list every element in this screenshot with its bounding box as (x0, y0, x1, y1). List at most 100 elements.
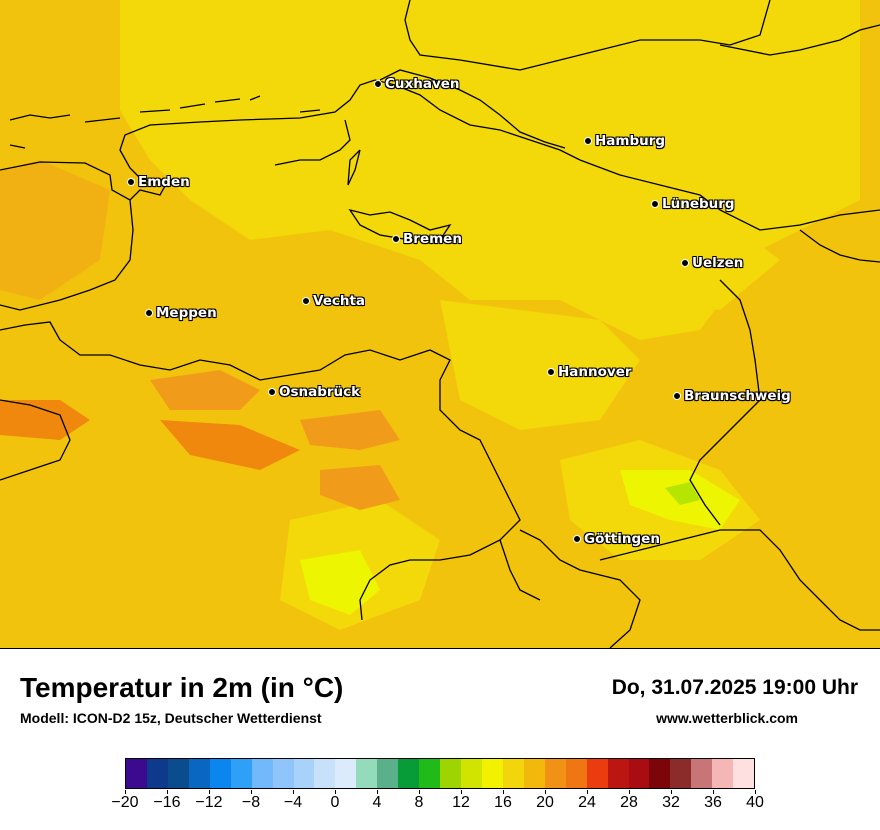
colorbar-swatch (377, 759, 399, 788)
colorbar-tick-label: −20 (111, 794, 139, 811)
city-dot-icon (681, 259, 689, 267)
city-dot-icon (573, 535, 581, 543)
colorbar-tick-label: 12 (452, 794, 470, 811)
city-marker-cuxhaven: Cuxhaven (374, 76, 460, 92)
city-marker-osnabrueck: Osnabrück (268, 384, 360, 400)
colorbar-tick-label: 0 (330, 794, 340, 811)
city-marker-meppen: Meppen (145, 305, 217, 321)
website-link[interactable]: www.wetterblick.com (656, 710, 798, 726)
city-marker-uelzen: Uelzen (681, 255, 743, 271)
temperature-field (0, 0, 860, 630)
colorbar-swatch (440, 759, 461, 788)
model-source: Modell: ICON-D2 15z, Deutscher Wetterdie… (20, 710, 322, 726)
colorbar-tick-mark (335, 790, 336, 794)
colorbar-tick-mark (125, 790, 126, 794)
temperature-map: Cuxhaven Hamburg Emden Lüneburg Bremen U… (0, 0, 880, 649)
colorbar-swatch (502, 759, 524, 788)
city-dot-icon (547, 368, 555, 376)
city-label: Lüneburg (662, 196, 735, 212)
colorbar-swatch (126, 759, 147, 788)
colorbar-tick-label: −8 (241, 794, 261, 811)
colorbar-swatch (586, 759, 608, 788)
colorbar-tick-mark (629, 790, 630, 794)
colorbar-tick-mark (503, 790, 504, 794)
city-marker-vechta: Vechta (302, 293, 365, 309)
colorbar-swatch (335, 759, 357, 788)
city-marker-emden: Emden (127, 174, 190, 190)
colorbar-swatch (209, 759, 231, 788)
colorbar-tick-label: 4 (372, 794, 382, 811)
colorbar-tick-mark (293, 790, 294, 794)
city-marker-lueneburg: Lüneburg (651, 196, 735, 212)
colorbar-tick-mark (377, 790, 378, 794)
city-dot-icon (268, 388, 276, 396)
colorbar-tick-mark (545, 790, 546, 794)
colorbar-tick-mark (419, 790, 420, 794)
colorbar-swatch (251, 759, 273, 788)
colorbar-swatch (167, 759, 189, 788)
colorbar-swatch (314, 759, 336, 788)
colorbar-swatch (523, 759, 545, 788)
colorbar-swatch (419, 759, 441, 788)
colorbar-tick-label: 36 (704, 794, 722, 811)
city-label: Osnabrück (279, 384, 361, 400)
colorbar-swatch (712, 759, 734, 788)
colorbar-tick-mark (251, 790, 252, 794)
colorbar-swatch (293, 759, 315, 788)
city-marker-goettingen: Göttingen (573, 531, 660, 547)
city-label: Bremen (403, 231, 462, 247)
colorbar-tick-label: −4 (283, 794, 303, 811)
colorbar-tick-label: 20 (536, 794, 554, 811)
city-marker-bremen: Bremen (392, 231, 462, 247)
colorbar-tick-mark (167, 790, 168, 794)
city-marker-hamburg: Hamburg (584, 133, 665, 149)
city-dot-icon (127, 178, 135, 186)
colorbar-swatch (649, 759, 671, 788)
city-label: Meppen (156, 305, 217, 321)
city-marker-braunschweig: Braunschweig (673, 388, 791, 404)
colorbar-tick-label: 32 (662, 794, 680, 811)
colorbar-tick-label: 28 (620, 794, 638, 811)
map-graphic (0, 0, 880, 648)
city-label: Göttingen (584, 531, 660, 547)
colorbar-swatch (691, 759, 713, 788)
colorbar-swatch (398, 759, 420, 788)
colorbar-swatch (188, 759, 210, 788)
colorbar-swatch (565, 759, 587, 788)
colorbar-swatch (607, 759, 629, 788)
map-title: Temperatur in 2m (in °C) (20, 672, 344, 703)
city-dot-icon (392, 235, 400, 243)
city-dot-icon (584, 137, 592, 145)
colorbar-tick-mark (587, 790, 588, 794)
colorbar-swatch (230, 759, 252, 788)
city-label: Emden (138, 174, 190, 190)
colorbar-tick-label: 24 (578, 794, 596, 811)
colorbar-tick-mark (209, 790, 210, 794)
colorbar-swatch (733, 759, 755, 788)
temperature-colorbar (125, 758, 755, 789)
colorbar-swatch (481, 759, 503, 788)
colorbar-tick-label: 16 (494, 794, 512, 811)
colorbar-tick-label: 40 (746, 794, 764, 811)
city-dot-icon (651, 200, 659, 208)
colorbar-swatch (628, 759, 650, 788)
colorbar-tick-mark (671, 790, 672, 794)
colorbar-tick-labels: −20 −16 −12 −8 −4 0 4 8 12 16 20 24 28 32 36 40 (111, 790, 764, 825)
colorbar-swatch (356, 759, 378, 788)
city-dot-icon (374, 80, 382, 88)
colorbar-tick-label: −16 (153, 794, 181, 811)
colorbar-tick-mark (713, 790, 714, 794)
city-dot-icon (145, 309, 153, 317)
coastlines-and-borders (0, 0, 880, 648)
city-label: Cuxhaven (385, 76, 460, 92)
colorbar-tick-label: 8 (414, 794, 424, 811)
city-dot-icon (302, 297, 310, 305)
city-dot-icon (673, 392, 681, 400)
colorbar-swatch (272, 759, 294, 788)
city-label: Vechta (313, 293, 366, 309)
city-label: Uelzen (692, 255, 744, 271)
city-label: Hannover (558, 364, 632, 380)
city-marker-hannover: Hannover (547, 364, 632, 380)
colorbar-swatch (146, 759, 168, 788)
forecast-datetime: Do, 31.07.2025 19:00 Uhr (611, 676, 858, 699)
